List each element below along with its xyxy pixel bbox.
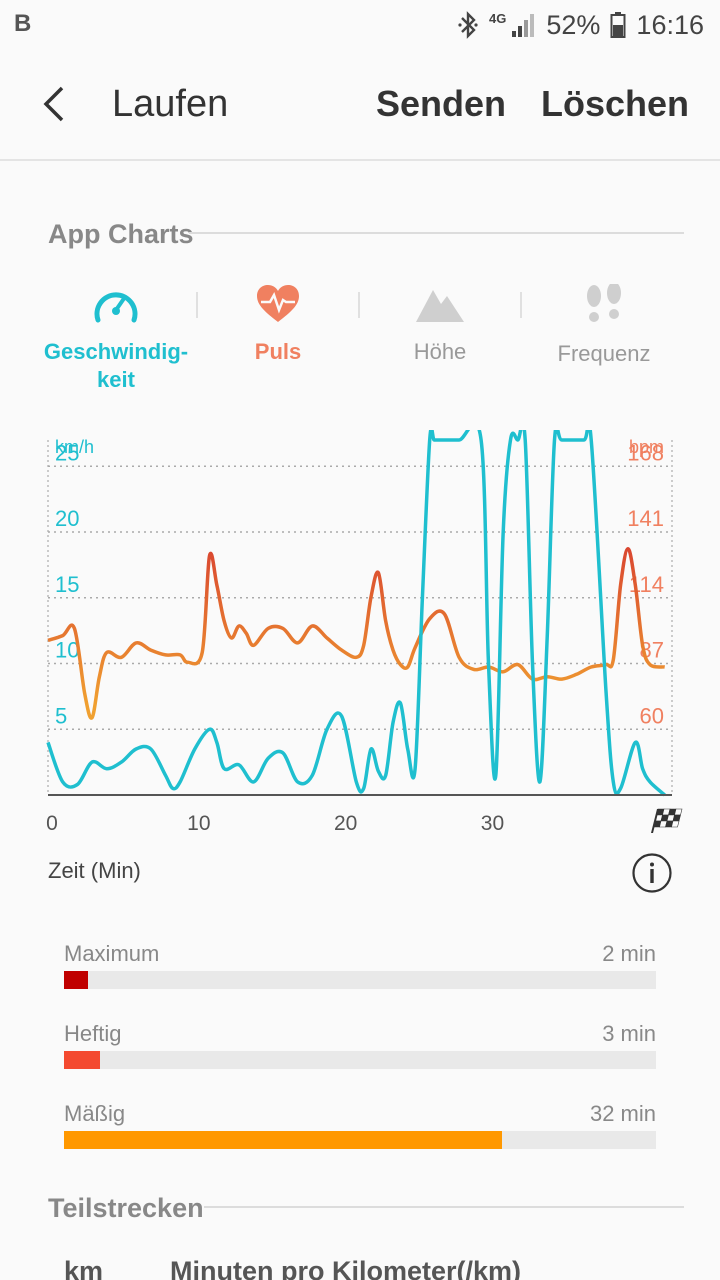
zone-track xyxy=(64,1131,656,1149)
left-tick-label: 5 xyxy=(55,703,67,728)
left-tick-label: 25 xyxy=(55,440,79,465)
speed-series-line xyxy=(46,419,666,797)
zone-heavy: Heftig 3 min xyxy=(64,1021,656,1071)
zone-bar xyxy=(64,1131,503,1149)
splits-col-pace: Minuten pro Kilometer(/km) xyxy=(170,1256,522,1280)
signal-icon xyxy=(512,14,535,37)
x-tick-label: 10 xyxy=(187,812,210,835)
heart-rate-series-line xyxy=(47,546,665,720)
send-button[interactable]: Senden xyxy=(376,83,507,124)
splits-col-km: km xyxy=(64,1256,104,1280)
zone-duration: 2 min xyxy=(602,941,656,966)
app-charts-heading: App Charts xyxy=(48,219,194,249)
splits-heading: Teilstrecken xyxy=(48,1193,204,1223)
zone-track xyxy=(64,971,656,989)
bluetooth-icon xyxy=(458,11,478,39)
tab-altitude-label: Höhe xyxy=(413,339,467,364)
status-indicators: 4G 52% 16:16 xyxy=(457,8,704,42)
right-tick-label: 60 xyxy=(640,703,664,728)
left-tick-label: 15 xyxy=(55,572,79,597)
chevron-left-icon[interactable] xyxy=(34,78,78,130)
carrier-icon: B xyxy=(14,10,32,37)
page-title: Laufen xyxy=(112,83,229,125)
tab-speed-label: Geschwindig- keit xyxy=(43,339,189,392)
tab-cadence[interactable]: Frequenz xyxy=(544,284,664,368)
tab-speed[interactable]: Geschwindig- keit xyxy=(28,284,204,394)
left-axis-unit: km/h xyxy=(55,437,94,457)
zone-duration: 32 min xyxy=(589,1101,656,1126)
x-tick-label: 30 xyxy=(481,812,504,835)
footprints-icon xyxy=(587,284,621,322)
zone-maximum: Maximum 2 min xyxy=(64,941,656,991)
zone-label: Maximum xyxy=(64,941,160,966)
speedometer-icon xyxy=(94,292,138,323)
tab-pulse[interactable]: Puls xyxy=(222,284,334,366)
zone-track xyxy=(64,1051,656,1069)
app-bar: Laufen Senden Löschen xyxy=(0,50,720,161)
speed-heart-rate-chart: 5 60 10 87 15 114 20 141 25 168 km/h bpm 0 10 20 30 xyxy=(0,419,720,840)
tab-altitude[interactable]: Höhe xyxy=(384,284,496,366)
section-divider xyxy=(204,1206,684,1208)
delete-button[interactable]: Löschen xyxy=(541,83,690,124)
tab-pulse-label: Puls xyxy=(254,339,302,364)
zone-label: Mäßig xyxy=(64,1101,126,1126)
zone-label: Heftig xyxy=(64,1021,122,1046)
info-icon[interactable] xyxy=(631,852,673,894)
battery-level: 52% xyxy=(546,9,601,40)
zone-bar xyxy=(64,1051,100,1069)
zone-moderate: Mäßig 32 min xyxy=(64,1101,656,1151)
heart-rate-icon xyxy=(257,285,299,322)
left-tick-label: 10 xyxy=(55,638,79,663)
finish-flag-icon xyxy=(651,808,683,833)
battery-icon xyxy=(610,12,626,38)
zone-bar xyxy=(64,971,88,989)
right-tick-label: 141 xyxy=(627,506,664,531)
mountain-icon xyxy=(416,290,464,322)
left-tick-label: 20 xyxy=(55,506,79,531)
status-bar: B 4G 52% 16:16 xyxy=(0,0,720,50)
x-tick-label: 0 xyxy=(46,812,58,835)
x-axis-caption: Zeit (Min) xyxy=(48,858,141,883)
clock: 16:16 xyxy=(636,9,704,40)
section-divider xyxy=(189,232,684,234)
network-type: 4G xyxy=(489,11,507,26)
x-tick-label: 20 xyxy=(334,812,357,835)
tab-separator xyxy=(358,292,360,318)
tab-cadence-label: Frequenz xyxy=(557,341,651,366)
right-tick-label: 168 xyxy=(627,440,664,465)
tab-separator xyxy=(520,292,522,318)
zone-duration: 3 min xyxy=(602,1021,656,1046)
tab-separator xyxy=(196,292,198,318)
right-axis-unit: bpm xyxy=(629,437,664,457)
